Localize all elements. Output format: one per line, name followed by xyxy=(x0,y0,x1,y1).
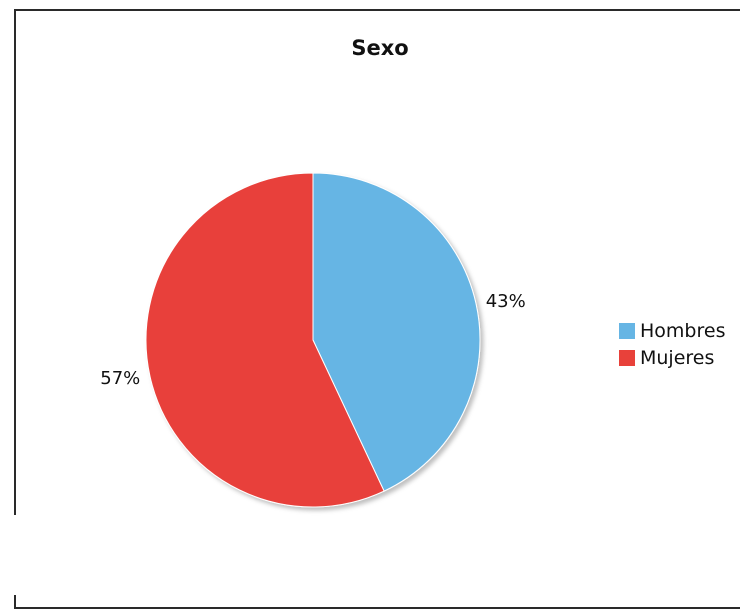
legend-label-mujeres: Mujeres xyxy=(640,346,715,369)
slice-label-hombres: 43% xyxy=(485,290,526,312)
legend-label-hombres: Hombres xyxy=(640,319,726,342)
legend: Hombres Mujeres xyxy=(619,317,725,371)
legend-swatch-mujeres xyxy=(619,349,635,366)
legend-item-mujeres: Mujeres xyxy=(619,344,725,371)
pie-slice-mujeres xyxy=(145,172,385,508)
chart-title: Sexo xyxy=(351,36,409,60)
frame-gap xyxy=(14,515,16,595)
pie-slice-hombres xyxy=(312,172,481,492)
pie-chart xyxy=(145,172,481,508)
legend-swatch-hombres xyxy=(619,322,635,339)
slice-label-mujeres: 57% xyxy=(100,368,141,390)
legend-item-hombres: Hombres xyxy=(619,317,725,344)
